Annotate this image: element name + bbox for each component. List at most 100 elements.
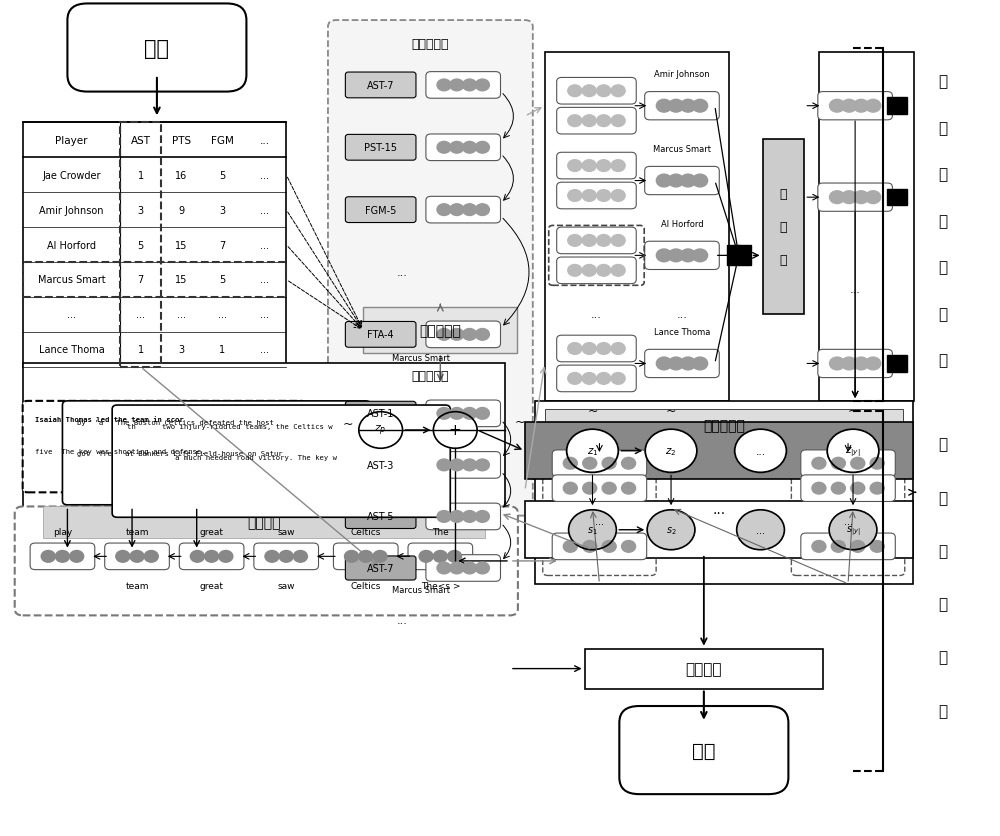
Circle shape [611, 115, 625, 127]
Circle shape [475, 511, 489, 522]
Text: saw: saw [277, 582, 295, 590]
FancyBboxPatch shape [557, 79, 636, 105]
Circle shape [475, 142, 489, 154]
Circle shape [668, 250, 684, 263]
Text: 5: 5 [219, 171, 225, 181]
Circle shape [602, 458, 616, 470]
Text: AST-3: AST-3 [367, 461, 394, 471]
Circle shape [831, 541, 845, 553]
Circle shape [463, 329, 477, 341]
Circle shape [450, 511, 464, 522]
Circle shape [475, 80, 489, 92]
Circle shape [611, 86, 625, 98]
Bar [525, 502, 913, 558]
Bar [763, 140, 804, 314]
Text: Celtics: Celtics [351, 527, 381, 536]
Text: Lance Thoma: Lance Thoma [654, 328, 710, 337]
Text: 成: 成 [938, 597, 947, 611]
Bar [23, 123, 286, 367]
Text: 生成文本: 生成文本 [686, 661, 722, 676]
FancyBboxPatch shape [408, 543, 473, 570]
Circle shape [568, 115, 582, 127]
Circle shape [841, 100, 857, 113]
Circle shape [419, 551, 433, 563]
Circle shape [463, 408, 477, 420]
Text: Lance Thoma: Lance Thoma [39, 345, 104, 355]
Circle shape [611, 161, 625, 172]
Text: play: play [53, 527, 72, 536]
Circle shape [582, 373, 596, 385]
Text: ...: ... [259, 135, 270, 145]
Circle shape [692, 358, 708, 370]
Text: 层: 层 [938, 74, 947, 89]
Text: 门: 门 [780, 187, 787, 201]
Text: got  fre   at Bankers Life Field-house on Satur: got fre at Bankers Life Field-house on S… [77, 451, 283, 456]
Text: $z_2$: $z_2$ [665, 446, 677, 457]
Circle shape [680, 100, 696, 113]
Text: +: + [449, 423, 462, 438]
Text: Celtics: Celtics [351, 582, 381, 590]
Circle shape [645, 430, 697, 473]
Circle shape [437, 511, 451, 522]
Text: 16: 16 [175, 171, 188, 181]
Text: AST: AST [131, 135, 151, 145]
Text: ...: ... [260, 206, 269, 216]
Circle shape [279, 551, 293, 563]
Circle shape [582, 86, 596, 98]
Bar [819, 53, 914, 401]
Circle shape [437, 205, 451, 217]
Circle shape [41, 551, 55, 563]
Text: ...: ... [756, 525, 765, 535]
Text: 度: 度 [938, 490, 947, 505]
Text: The<s >: The<s > [421, 582, 460, 590]
Circle shape [265, 551, 279, 563]
Circle shape [865, 358, 881, 370]
Text: 特: 特 [938, 214, 947, 229]
Bar [545, 53, 729, 401]
Circle shape [437, 460, 451, 472]
Circle shape [582, 115, 596, 127]
Text: 制: 制 [780, 253, 787, 267]
Circle shape [475, 205, 489, 217]
Text: Amir Johnson: Amir Johnson [39, 206, 104, 216]
Bar [535, 401, 913, 584]
Circle shape [656, 100, 672, 113]
Circle shape [680, 358, 696, 370]
Text: ...: ... [397, 268, 407, 278]
Bar [727, 246, 751, 266]
Circle shape [568, 373, 582, 385]
Text: 3: 3 [138, 206, 144, 216]
Circle shape [144, 551, 158, 563]
Circle shape [568, 191, 582, 202]
Circle shape [450, 205, 464, 217]
Text: 型: 型 [938, 703, 947, 718]
Bar [887, 190, 907, 206]
FancyBboxPatch shape [557, 108, 636, 135]
Circle shape [433, 412, 477, 449]
FancyBboxPatch shape [328, 21, 533, 516]
Circle shape [611, 265, 625, 277]
Circle shape [437, 408, 451, 420]
Text: ...: ... [712, 502, 725, 517]
Circle shape [190, 551, 204, 563]
Circle shape [865, 191, 881, 204]
FancyBboxPatch shape [15, 507, 518, 615]
Bar [887, 99, 907, 115]
FancyBboxPatch shape [345, 453, 416, 477]
Text: 表: 表 [938, 307, 947, 322]
Text: ...: ... [67, 310, 76, 320]
Bar [43, 507, 485, 538]
Text: AST-7: AST-7 [367, 81, 394, 91]
Circle shape [692, 250, 708, 263]
Circle shape [692, 100, 708, 113]
Text: ...: ... [177, 310, 186, 320]
Text: 15: 15 [175, 240, 188, 250]
Text: ...: ... [397, 614, 407, 624]
FancyBboxPatch shape [557, 336, 636, 362]
FancyBboxPatch shape [557, 365, 636, 392]
FancyBboxPatch shape [543, 445, 656, 576]
Circle shape [568, 161, 582, 172]
FancyBboxPatch shape [557, 257, 636, 284]
Circle shape [812, 541, 826, 553]
Circle shape [597, 86, 611, 98]
